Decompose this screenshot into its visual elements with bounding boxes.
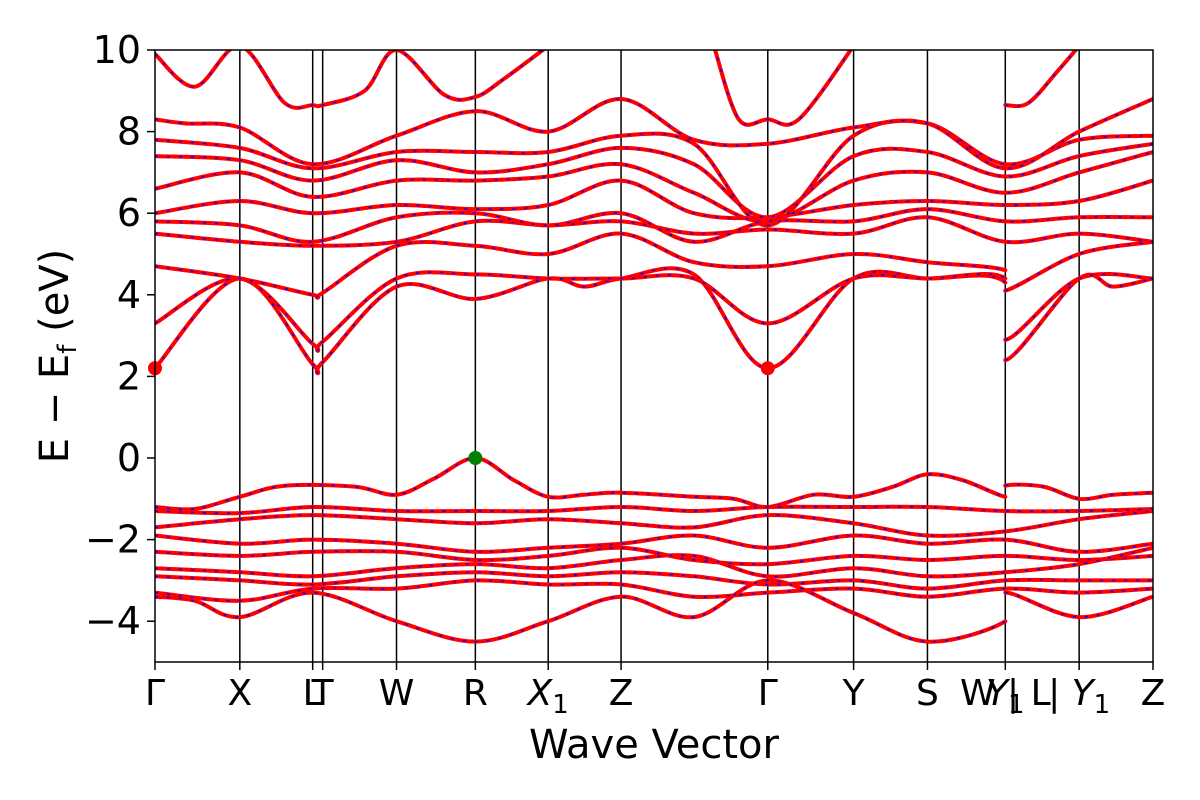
- x-tick-label-main: Z: [1141, 673, 1166, 714]
- band-line-dashed-6: [155, 571, 1153, 590]
- x-tick-label: X: [227, 673, 252, 714]
- x-tick-label: X1: [526, 673, 569, 720]
- x-tick-label: Y: [842, 673, 866, 714]
- y-tick-label: 2: [117, 354, 141, 398]
- y-tick-label: 8: [117, 110, 141, 154]
- y-tick-label: 4: [117, 273, 141, 317]
- band-line-dashed-10: [155, 271, 1153, 352]
- x-tick-label: Γ: [758, 673, 778, 714]
- band-line-dashed-20: [714, 50, 852, 126]
- y-axis-label: E − Ef (eV): [32, 249, 83, 464]
- band-edge-marker: [760, 361, 775, 376]
- band-line-dashed-8: [155, 579, 1153, 643]
- band-line-1: [155, 504, 1153, 516]
- x-axis-ticks: Γ X LT W R X1 Z Γ Y S W | LY1 | Y1 Z: [145, 662, 1165, 720]
- band-line-dashed-0: [155, 457, 1153, 511]
- x-tick-label: L: [303, 673, 323, 714]
- band-line-dashed-4: [155, 547, 1153, 565]
- x-tick-label-sub: 1: [552, 690, 569, 720]
- x-tick-label: W | L: [960, 673, 1051, 714]
- y-axis-label-tail: (eV): [32, 249, 78, 345]
- x-tick-label-main: Y: [842, 673, 866, 714]
- band-line-dashed-21: [1005, 50, 1077, 107]
- band-line-17: [155, 118, 1153, 228]
- x-tick-label-main: W | L: [960, 673, 1051, 714]
- band-line-15: [155, 150, 1153, 224]
- y-tick-label: 0: [117, 436, 141, 480]
- x-tick-label-main: Γ: [758, 673, 778, 714]
- x-tick-label: T: [311, 673, 335, 714]
- x-tick-label-main: | Y: [1048, 673, 1097, 714]
- x-tick-label-main: S: [916, 673, 939, 714]
- y-tick-label: −2: [85, 518, 141, 562]
- x-tick-label: | Y1: [1048, 673, 1110, 720]
- y-axis-ticks: −4 −2 0 2 4 6 8 10: [85, 28, 155, 643]
- x-tick-label-main: X: [227, 673, 252, 714]
- x-tick-label-sub: 1: [1008, 690, 1025, 720]
- band-line-3: [155, 533, 1153, 554]
- band-edge-marker: [468, 451, 483, 465]
- x-tick-label-main: R: [463, 673, 488, 714]
- x-tick-label-sub: 1: [1094, 690, 1111, 720]
- y-tick-label: −4: [85, 599, 141, 643]
- band-line-dashed-9: [155, 267, 1153, 374]
- band-line-dashed-18: [155, 98, 1153, 170]
- x-tick-label-main: Z: [609, 673, 634, 714]
- x-tick-label: Y1: [986, 673, 1025, 720]
- x-tick-label: W: [379, 673, 415, 714]
- y-axis-label-sub: f: [53, 344, 83, 354]
- y-tick-label: 10: [93, 28, 141, 72]
- band-line-dashed-16: [155, 143, 1153, 219]
- x-tick-label: S: [916, 673, 939, 714]
- band-line-dashed-2: [155, 510, 1153, 537]
- y-tick-label: 6: [117, 191, 141, 235]
- band-line-13: [155, 207, 1153, 244]
- x-tick-label-main: X: [526, 673, 554, 714]
- band-line-dashed-11: [155, 232, 1153, 299]
- x-tick-label: Z: [609, 673, 634, 714]
- x-tick-label: R: [463, 673, 488, 714]
- x-tick-label-main: Y: [986, 673, 1011, 714]
- band-line-7: [155, 578, 1153, 603]
- x-tick-label: Γ: [145, 673, 165, 714]
- band-curves: [155, 50, 1153, 644]
- band-line-19: [155, 50, 547, 110]
- x-tick-label: Z: [1141, 673, 1166, 714]
- x-tick-label-main: Γ: [145, 673, 165, 714]
- x-axis-label: Wave Vector: [529, 722, 780, 768]
- band-line-5: [155, 545, 1153, 579]
- x-tick-label-main: T: [311, 673, 335, 714]
- x-tick-label-main: W: [379, 673, 415, 714]
- plot-frame: [154, 49, 1154, 663]
- band-line-dashed-14: [155, 179, 1153, 219]
- y-axis-label-main: E − E: [32, 354, 78, 464]
- x-tick-label-main: L: [303, 673, 323, 714]
